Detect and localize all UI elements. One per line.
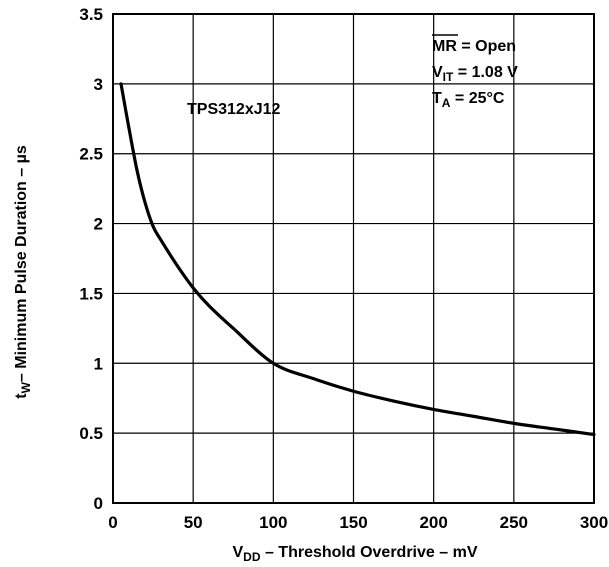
mr-bar-text: MR — [432, 38, 457, 55]
y-tick-label: 0 — [94, 494, 103, 513]
x-tick-label: 100 — [259, 513, 287, 532]
mr-rest: = Open — [457, 38, 516, 55]
xlabel-main: V — [233, 544, 244, 561]
condition-vit: VIT = 1.08 V — [432, 64, 518, 84]
ta-sub: A — [442, 96, 451, 110]
ylabel-sub: W — [19, 381, 33, 393]
vit-rest: = 1.08 V — [453, 64, 518, 81]
gridlines — [112, 13, 595, 504]
ylabel-rest: – Minimum Pulse Duration – µs — [13, 145, 30, 382]
x-tick-label: 0 — [108, 513, 117, 532]
x-axis-title: VDD – Threshold Overdrive – mV — [233, 544, 478, 564]
y-tick-label: 1.5 — [79, 284, 103, 303]
y-axis-title: tW– Minimum Pulse Duration – µs — [13, 145, 33, 399]
tick-labels: 0 50 100 150 200 250 300 0 0.5 1 1.5 2 2.5 3 3.5 — [79, 5, 608, 532]
plot-frame — [112, 13, 595, 504]
x-tick-label: 200 — [419, 513, 447, 532]
y-tick-label: 0.5 — [79, 424, 103, 443]
series-label: TPS312xJ12 — [187, 101, 281, 118]
series-line — [119, 82, 596, 437]
ylabel-main: t — [13, 393, 30, 399]
ta-rest: = 25°C — [450, 90, 504, 107]
xlabel-rest: – Threshold Overdrive – mV — [261, 544, 478, 561]
x-tick-label: 50 — [184, 513, 203, 532]
y-tick-label: 1 — [94, 354, 103, 373]
x-tick-label: 150 — [339, 513, 367, 532]
ta-main: T — [432, 90, 442, 107]
series-group — [119, 82, 596, 437]
vit-main: V — [432, 64, 443, 81]
condition-ta: TA = 25°C — [432, 90, 505, 110]
condition-mr: MR = Open — [432, 38, 516, 55]
vit-sub: IT — [443, 70, 454, 84]
y-tick-label: 3 — [94, 75, 103, 94]
y-tick-label: 3.5 — [79, 5, 103, 24]
y-tick-label: 2 — [94, 215, 103, 234]
x-tick-label: 250 — [500, 513, 528, 532]
x-tick-label: 300 — [580, 513, 608, 532]
xlabel-sub: DD — [243, 550, 261, 564]
y-tick-label: 2.5 — [79, 145, 103, 164]
